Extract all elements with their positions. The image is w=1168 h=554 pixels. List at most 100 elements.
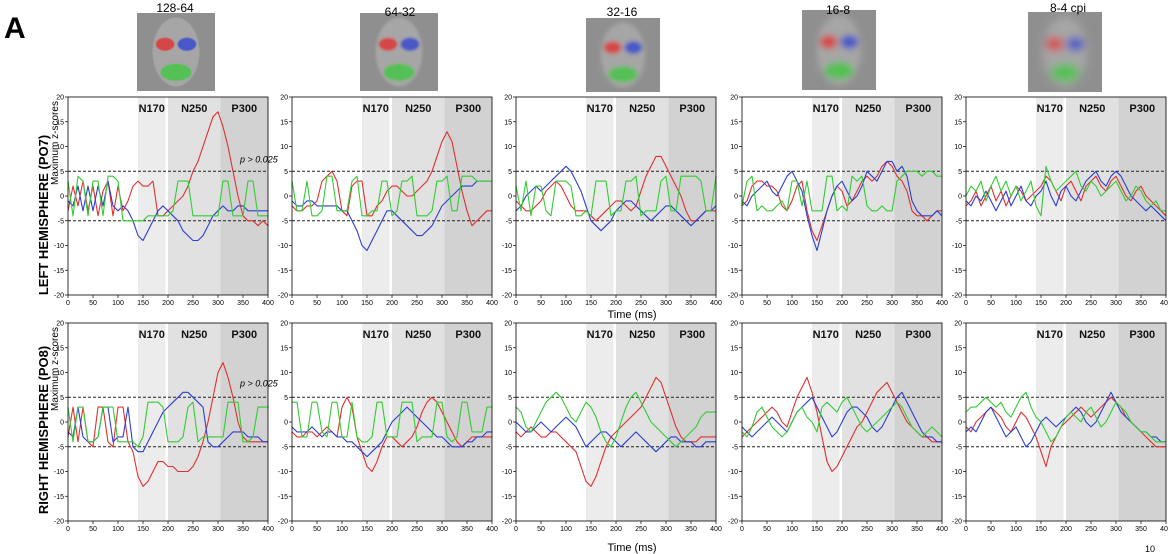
y-tick-label: 5 bbox=[60, 169, 64, 176]
x-tick-label: 50 bbox=[89, 300, 97, 307]
y-tick-label: 0 bbox=[60, 194, 64, 201]
y-tick-label: 5 bbox=[60, 395, 64, 402]
x-tick-label: 250 bbox=[1085, 300, 1097, 307]
y-tick-label: -20 bbox=[278, 293, 288, 300]
x-tick-label: 300 bbox=[886, 300, 898, 307]
component-label: N250 bbox=[629, 329, 655, 341]
x-tick-label: 350 bbox=[237, 300, 249, 307]
y-tick-label: 20 bbox=[504, 95, 512, 102]
series-line-green bbox=[965, 165, 1166, 217]
x-tick-label: 200 bbox=[836, 300, 848, 307]
x-tick-label: 350 bbox=[685, 300, 697, 307]
x-tick-label: 150 bbox=[1035, 526, 1047, 533]
y-tick-label: 0 bbox=[284, 194, 288, 201]
component-label: N170 bbox=[1037, 329, 1063, 341]
time-window-n250 bbox=[168, 323, 221, 521]
x-tick-label: 50 bbox=[987, 526, 995, 533]
y-tick-label: -5 bbox=[282, 218, 288, 225]
component-label: N250 bbox=[1079, 329, 1105, 341]
component-label: P300 bbox=[679, 103, 705, 115]
x-tick-label: 50 bbox=[763, 526, 771, 533]
x-axis-label-top: Time (ms) bbox=[607, 309, 656, 321]
x-tick-label: 400 bbox=[486, 526, 498, 533]
component-label: N250 bbox=[629, 103, 655, 115]
page-number: 10 bbox=[1145, 544, 1155, 554]
scale-label: 64-32 bbox=[385, 5, 416, 19]
x-tick-label: 250 bbox=[635, 526, 647, 533]
time-window-n170 bbox=[586, 323, 614, 521]
component-label: N170 bbox=[813, 329, 839, 341]
y-tick-label: 15 bbox=[56, 119, 64, 126]
scale-label: 128-64 bbox=[156, 1, 194, 15]
y-tick-label: -10 bbox=[278, 243, 288, 250]
x-tick-label: 50 bbox=[537, 526, 545, 533]
series-line-green bbox=[741, 170, 942, 212]
x-tick-label: 0 bbox=[66, 526, 70, 533]
x-tick-label: 400 bbox=[262, 300, 274, 307]
x-tick-label: 200 bbox=[836, 526, 848, 533]
x-tick-label: 0 bbox=[514, 526, 518, 533]
y-tick-label: -20 bbox=[952, 293, 962, 300]
y-tick-label: 5 bbox=[284, 395, 288, 402]
x-tick-label: 150 bbox=[811, 526, 823, 533]
time-window-p300 bbox=[1118, 323, 1166, 521]
y-tick-label: -5 bbox=[956, 444, 962, 451]
x-tick-label: 100 bbox=[560, 526, 572, 533]
time-window-p300 bbox=[894, 97, 942, 295]
series-line-green bbox=[67, 175, 268, 222]
x-tick-label: 0 bbox=[514, 300, 518, 307]
component-label: N250 bbox=[405, 103, 431, 115]
y-tick-label: -15 bbox=[728, 494, 738, 501]
x-tick-label: 400 bbox=[710, 526, 722, 533]
mouth-region bbox=[1050, 64, 1080, 82]
y-tick-label: 10 bbox=[730, 370, 738, 377]
y-tick-label: 10 bbox=[504, 370, 512, 377]
x-tick-label: 400 bbox=[1160, 526, 1168, 533]
y-tick-label: -15 bbox=[54, 494, 64, 501]
face-image bbox=[1042, 16, 1088, 88]
y-tick-label: -20 bbox=[502, 293, 512, 300]
y-tick-label: -20 bbox=[952, 519, 962, 526]
component-label: N250 bbox=[855, 103, 881, 115]
x-tick-label: 100 bbox=[1010, 300, 1022, 307]
y-tick-label: 15 bbox=[56, 345, 64, 352]
stimulus-face-thumbnail bbox=[360, 13, 438, 91]
y-tick-label: 0 bbox=[734, 194, 738, 201]
series-line-blue bbox=[67, 180, 268, 242]
component-label: N250 bbox=[405, 329, 431, 341]
y-tick-label: 15 bbox=[504, 345, 512, 352]
time-window-n250 bbox=[616, 323, 669, 521]
y-tick-label: 15 bbox=[280, 345, 288, 352]
x-tick-label: 150 bbox=[1035, 300, 1047, 307]
y-tick-label: 5 bbox=[508, 169, 512, 176]
x-tick-label: 250 bbox=[187, 300, 199, 307]
component-label: N170 bbox=[813, 103, 839, 115]
x-tick-label: 150 bbox=[361, 300, 373, 307]
x-tick-label: 0 bbox=[66, 300, 70, 307]
x-tick-label: 100 bbox=[336, 300, 348, 307]
time-window-n170 bbox=[362, 97, 390, 295]
x-tick-label: 0 bbox=[740, 526, 744, 533]
x-tick-label: 200 bbox=[162, 300, 174, 307]
plot-panel: N170N250P300050100150200250300350400-20-… bbox=[952, 321, 1168, 534]
series-line-blue bbox=[741, 160, 943, 252]
x-tick-label: 400 bbox=[1160, 300, 1168, 307]
x-tick-label: 250 bbox=[861, 300, 873, 307]
x-tick-label: 200 bbox=[386, 300, 398, 307]
component-label: P300 bbox=[905, 103, 931, 115]
stimulus-images: 128-64 64-32 32-16 16-8 8-4 cpi bbox=[137, 1, 1102, 92]
time-window-n170 bbox=[586, 97, 614, 295]
y-tick-label: 15 bbox=[730, 119, 738, 126]
y-tick-label: 10 bbox=[56, 370, 64, 377]
x-tick-label: 300 bbox=[436, 300, 448, 307]
time-window-p300 bbox=[668, 323, 716, 521]
x-tick-label: 200 bbox=[1060, 300, 1072, 307]
y-tick-label: -10 bbox=[54, 469, 64, 476]
x-tick-label: 350 bbox=[461, 300, 473, 307]
time-window-n250 bbox=[168, 97, 221, 295]
x-tick-label: 50 bbox=[763, 300, 771, 307]
y-tick-label: 0 bbox=[958, 194, 962, 201]
y-tick-label: 10 bbox=[280, 144, 288, 151]
